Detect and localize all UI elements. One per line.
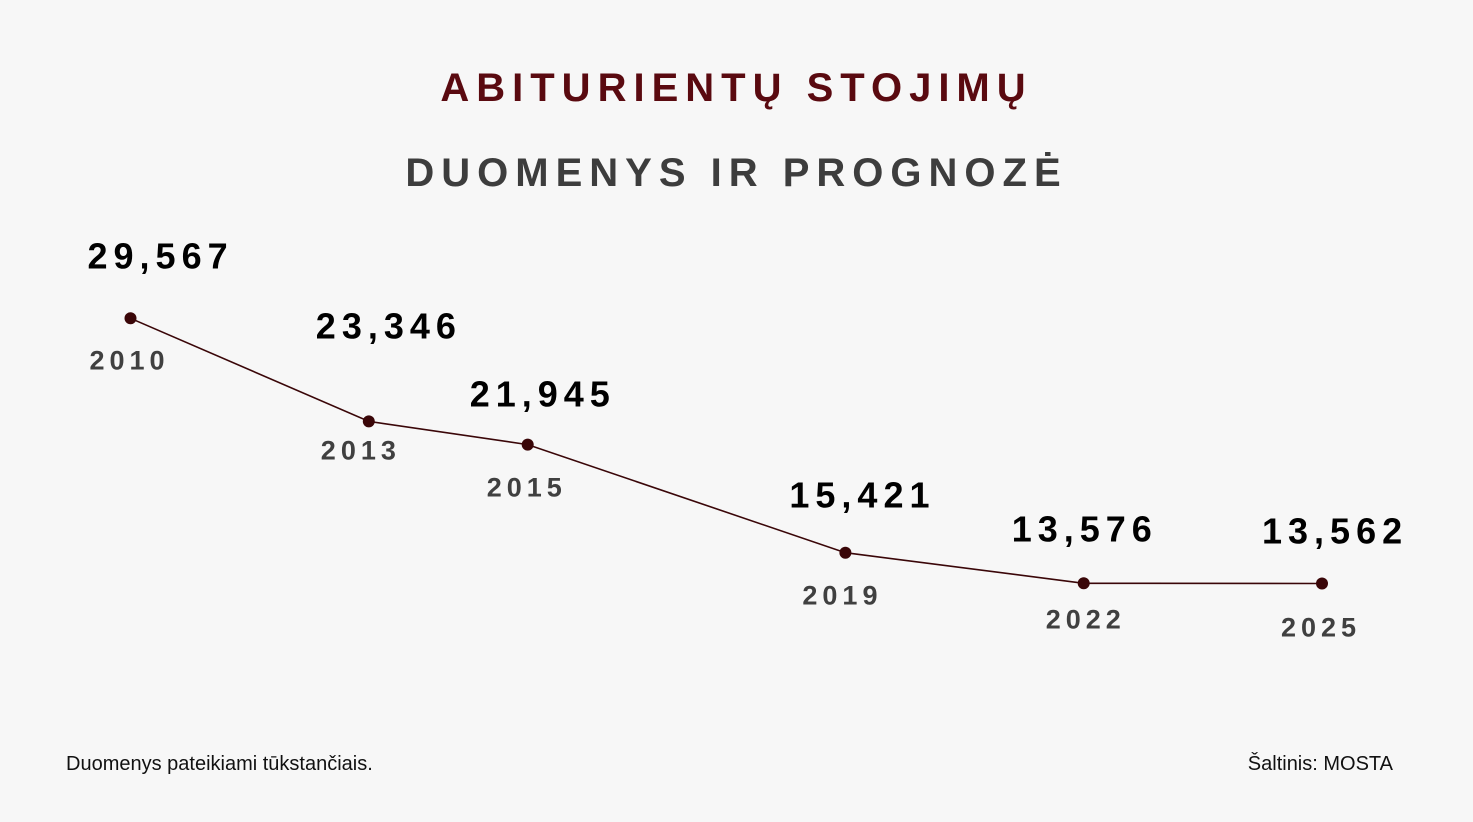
chart-title: ABITURIENTŲ STOJIMŲ: [440, 66, 1033, 110]
value-label-2019: 15,421: [789, 475, 935, 516]
year-label-2013: 2013: [321, 435, 401, 465]
data-point-2019: [839, 546, 852, 559]
value-label-2015: 21,945: [470, 374, 616, 415]
source-credit: Šaltinis: MOSTA: [1247, 753, 1393, 775]
data-point-2015: [521, 438, 534, 451]
value-label-2022: 13,576: [1012, 508, 1158, 549]
chart-subtitle: DUOMENYS IR PROGNOZĖ: [405, 151, 1068, 195]
year-label-2019: 2019: [802, 581, 882, 611]
year-label-2015: 2015: [487, 473, 567, 503]
data-point-2022: [1077, 577, 1090, 590]
year-label-2022: 2022: [1046, 604, 1126, 634]
year-label-2025: 2025: [1281, 613, 1361, 643]
series-line: [130, 317, 1323, 585]
data-point-2010: [124, 312, 137, 325]
value-label-2013: 23,346: [316, 305, 462, 346]
footnote: Duomenys pateikiami tūkstančiais.: [66, 753, 373, 775]
value-label-2010: 29,567: [88, 235, 234, 276]
data-point-2013: [362, 415, 375, 428]
year-label-2010: 2010: [90, 345, 170, 375]
data-point-2025: [1316, 577, 1328, 590]
value-label-2025: 13,562: [1262, 511, 1408, 552]
